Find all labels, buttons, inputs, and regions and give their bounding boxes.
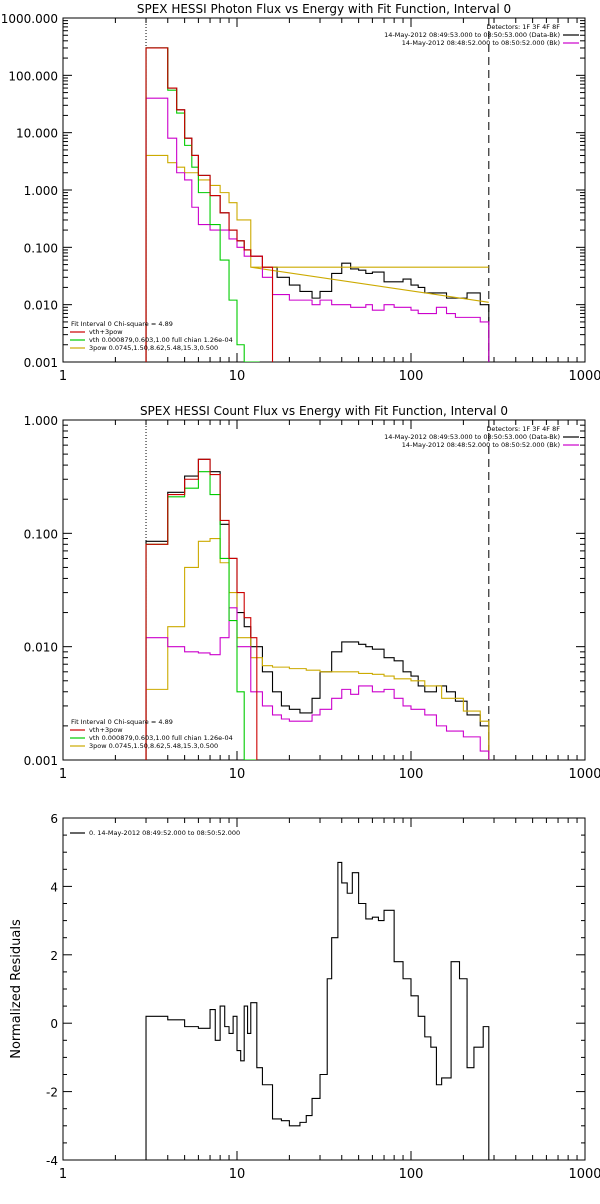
y-tick-label: 0 bbox=[50, 1017, 58, 1031]
chart-title: SPEX HESSI Photon Flux vs Energy with Fi… bbox=[137, 2, 511, 16]
legend-entry: 0. 14-May-2012 08:49:52.000 to 08:50:52.… bbox=[89, 829, 240, 837]
series-black-line bbox=[145, 47, 490, 362]
plot-frame bbox=[62, 817, 586, 1161]
legend-entry: Detectors: 1F 3F 4F 8F bbox=[486, 425, 560, 433]
series-red-line bbox=[145, 47, 274, 362]
chart-panel-3: Normalized Residuals 1 10 100 1000 -4 -2 0 2 4 6 0.… bbox=[9, 812, 600, 1182]
series-green-line bbox=[145, 47, 260, 362]
chart-panel-2: SPEX HESSI Count Flux vs Energy with Fit… bbox=[24, 404, 600, 782]
legend-entry: vth+3pow bbox=[89, 726, 123, 734]
y-tick-label: 1000.000 bbox=[1, 12, 58, 26]
legend-entry: 3pow 0.0745,1.50,8.62,5.48,15.3,0.500 bbox=[89, 742, 218, 750]
legend-entry: 14-May-2012 08:49:53.000 to 08:50:53.000… bbox=[384, 31, 560, 39]
series-red-line bbox=[145, 458, 258, 760]
y-tick-label: 6 bbox=[50, 812, 58, 826]
plot-frame bbox=[62, 17, 586, 363]
x-tick-label: 10 bbox=[229, 1167, 246, 1182]
legend-entry: Detectors: 1F 3F 4F 8F bbox=[486, 23, 560, 31]
series-group bbox=[145, 861, 490, 1160]
legend-entry: Fit Interval 0 Chi-square = 4.89 bbox=[71, 718, 173, 726]
x-tick-label: 1 bbox=[59, 369, 67, 384]
series-black-line bbox=[145, 861, 490, 1160]
legend-entry: 14-May-2012 08:48:52.000 to 08:50:52.000… bbox=[402, 441, 560, 449]
y-tick-label: -2 bbox=[46, 1086, 58, 1100]
y-tick-label: 10.000 bbox=[16, 127, 58, 141]
plot-frame bbox=[62, 419, 586, 761]
x-tick-label: 1000 bbox=[568, 767, 600, 782]
y-tick-label: 0.100 bbox=[24, 241, 58, 255]
y-tick-label: 100.000 bbox=[8, 69, 58, 83]
x-tick-label: 100 bbox=[399, 767, 424, 782]
y-tick-label: 4 bbox=[50, 880, 58, 894]
x-tick-label: 100 bbox=[399, 369, 424, 384]
y-tick-label: 0.010 bbox=[24, 641, 58, 655]
x-tick-label: 10 bbox=[229, 369, 246, 384]
series-yellow-line bbox=[145, 154, 489, 362]
x-tick-label: 1000 bbox=[568, 369, 600, 384]
x-tick-label: 100 bbox=[399, 1167, 424, 1182]
legend-entry: 14-May-2012 08:48:52.000 to 08:50:52.000… bbox=[402, 39, 560, 47]
y-tick-label: 0.001 bbox=[24, 356, 58, 370]
series-magenta-line bbox=[145, 607, 490, 760]
chart-panel-1: SPEX HESSI Photon Flux vs Energy with Fi… bbox=[1, 2, 600, 384]
legend-entry: 14-May-2012 08:49:53.000 to 08:50:53.000… bbox=[384, 433, 560, 441]
x-tick-label: 1 bbox=[59, 767, 67, 782]
y-axis-label: Normalized Residuals bbox=[9, 919, 24, 1059]
series-yellow-line bbox=[145, 537, 490, 760]
y-tick-label: 1.000 bbox=[24, 184, 58, 198]
series-group bbox=[145, 18, 490, 362]
x-tick-label: 1000 bbox=[568, 1167, 600, 1182]
chart-title: SPEX HESSI Count Flux vs Energy with Fit… bbox=[140, 404, 508, 418]
y-tick-label: 1.000 bbox=[24, 414, 58, 428]
series-magenta-line bbox=[145, 97, 490, 362]
legend-entry: Fit Interval 0 Chi-square = 4.89 bbox=[71, 320, 173, 328]
legend-entry: vth 0.000879,0.603,1.00 full chian 1.26e… bbox=[89, 336, 233, 344]
y-tick-label: 0.001 bbox=[24, 754, 58, 768]
series-group bbox=[145, 420, 490, 760]
legend-entry: 3pow 0.0745,1.50,8.62,5.48,15.3,0.500 bbox=[89, 344, 218, 352]
series-green-line bbox=[145, 471, 257, 760]
legend-entry: vth 0.000879,0.603,1.00 full chian 1.26e… bbox=[89, 734, 233, 742]
y-tick-label: 0.100 bbox=[24, 527, 58, 541]
x-tick-label: 10 bbox=[229, 767, 246, 782]
legend-entry: vth+3pow bbox=[89, 328, 123, 336]
y-tick-label: 0.010 bbox=[24, 299, 58, 313]
x-tick-label: 1 bbox=[59, 1167, 67, 1182]
y-tick-label: -4 bbox=[46, 1154, 58, 1168]
y-tick-label: 2 bbox=[50, 949, 58, 963]
